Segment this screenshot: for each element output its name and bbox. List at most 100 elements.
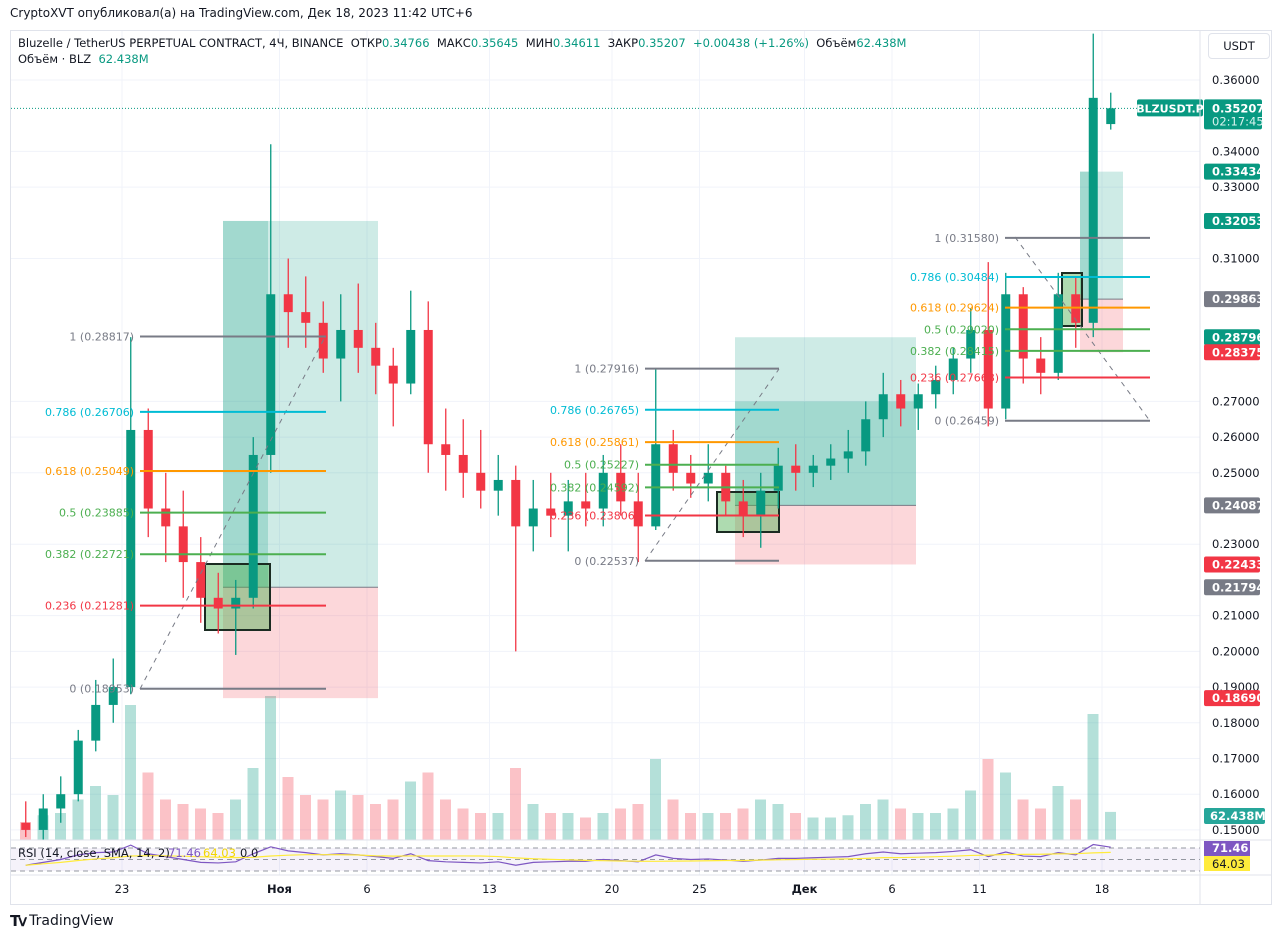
candle-body	[1036, 358, 1046, 373]
price-tick-label: 0.26000	[1212, 430, 1260, 444]
fib-trend-line	[139, 334, 327, 690]
fib-level-label: 0.236 (0.27668)	[910, 372, 999, 385]
close-value: 0.35207	[638, 36, 686, 50]
tradingview-logo-icon: T𝗏	[10, 912, 27, 930]
candle-body	[21, 822, 31, 830]
fib-level-label: 0.786 (0.30484)	[910, 271, 999, 284]
volume-bar	[545, 813, 556, 840]
fib-level-label: 0.236 (0.23806)	[550, 509, 639, 522]
candle-body	[528, 508, 538, 527]
volume-bar	[755, 799, 766, 840]
candle-body	[91, 704, 101, 741]
currency-button[interactable]: USDT	[1208, 33, 1270, 59]
price-axis-marker-label: 0.29863	[1212, 292, 1264, 306]
candle-body	[458, 454, 468, 473]
candle-body	[633, 501, 643, 527]
high-value: 0.35645	[470, 36, 519, 50]
candle-body	[56, 794, 66, 809]
volume-bar	[842, 815, 854, 840]
candle-body	[353, 329, 363, 348]
fib-level-label: 0.5 (0.25227)	[564, 459, 639, 472]
publisher-line: CryptoXVT опубликовал(а) на TradingView.…	[10, 6, 473, 20]
close-label: ЗАКР	[607, 36, 639, 50]
time-tick-label: Дек	[792, 882, 818, 896]
price-axis-marker-label: 0.28375	[1212, 345, 1264, 359]
volume-axis-label: 62.438M	[1210, 809, 1266, 823]
rsi-indicator-label[interactable]: RSI (14, close, SMA, 14, 2)	[18, 846, 170, 860]
symbol-tag-bg	[1137, 99, 1203, 117]
volume-line: Объём · BLZ 62.438M	[18, 51, 906, 67]
volume-bar	[282, 777, 294, 840]
volume-bar	[125, 705, 136, 840]
high-label: МАКС	[436, 36, 471, 50]
fib-level-label: 0.5 (0.23885)	[59, 507, 134, 520]
candle-body	[826, 458, 836, 466]
fib-level-label: 0.5 (0.29020)	[924, 323, 999, 336]
price-axis-marker	[1204, 291, 1260, 308]
price-tick-label: 0.21000	[1212, 609, 1260, 623]
volume-bar	[247, 768, 259, 840]
candle-body	[791, 465, 801, 473]
volume-bar	[457, 808, 469, 840]
price-axis-marker	[1204, 329, 1260, 346]
price-tick-label: 0.17000	[1212, 751, 1260, 765]
tradingview-brand: T𝗏 TradingView	[10, 912, 114, 930]
candle-body	[248, 454, 258, 598]
volume-bar	[667, 799, 679, 840]
fib-level-label: 0.236 (0.21281)	[45, 600, 134, 613]
volume-bar	[825, 817, 836, 840]
candle-body	[1053, 294, 1063, 373]
candle-body	[966, 329, 976, 359]
price-tick-label: 0.31000	[1212, 252, 1260, 266]
last-price-marker	[1204, 99, 1262, 130]
candle-body	[983, 329, 993, 409]
volume-bar	[527, 804, 539, 840]
price-tick-label: 0.15000	[1212, 823, 1260, 837]
candle-body	[651, 444, 661, 527]
candle-body	[73, 740, 83, 795]
symbol-name[interactable]: Bluzelle / TetherUS PERPETUAL CONTRACT, …	[18, 36, 344, 50]
rectangle-drawing	[204, 563, 271, 631]
volume-bar	[1105, 811, 1116, 840]
volume-bar	[160, 799, 171, 840]
open-label: ОТКР	[350, 36, 382, 50]
candle-body	[301, 312, 311, 323]
candle-body	[38, 808, 48, 830]
price-axis-marker	[1204, 556, 1260, 573]
position-progress-zone	[735, 401, 916, 506]
time-tick-label: Ноя	[267, 882, 292, 896]
volume-bar	[1087, 714, 1099, 840]
candle-body	[511, 479, 521, 527]
open-value: 0.34766	[381, 36, 430, 50]
fib-level-label: 0.786 (0.26706)	[45, 406, 134, 419]
candle-body	[546, 508, 556, 516]
volume-bar	[790, 813, 801, 840]
candle-body	[108, 687, 118, 705]
price-tick-label: 0.23000	[1212, 537, 1260, 551]
candle-body	[598, 472, 608, 509]
volume-bar	[370, 804, 381, 840]
chart-legend: Bluzelle / TetherUS PERPETUAL CONTRACT, …	[18, 35, 906, 67]
candle-body	[178, 526, 188, 563]
volume-bar	[90, 786, 101, 840]
rsi-value-legend: 71.46	[168, 846, 201, 860]
time-tick-label: 6	[363, 882, 370, 896]
rsi-axis-marker	[1204, 841, 1250, 856]
fib-level-label: 0 (0.18953)	[69, 683, 134, 696]
price-tick-label: 0.33000	[1212, 180, 1260, 194]
time-tick-label: 23	[115, 882, 130, 896]
time-tick-label: 13	[482, 882, 497, 896]
low-label: МИН	[525, 36, 553, 50]
candle-body	[563, 501, 573, 516]
volume-bar	[475, 813, 486, 840]
price-tick-label: 0.34000	[1212, 144, 1260, 158]
last-price-label: 0.35207	[1212, 101, 1264, 115]
volume-bar	[422, 772, 434, 840]
fib-level-label: 0 (0.26459)	[934, 415, 999, 428]
fib-level-label: 0.618 (0.25049)	[45, 465, 134, 478]
candle-body	[388, 365, 398, 384]
fib-level-label: 1 (0.31580)	[934, 232, 999, 245]
candle-body	[196, 562, 206, 598]
volume-indicator-label[interactable]: Объём · BLZ	[18, 52, 92, 66]
